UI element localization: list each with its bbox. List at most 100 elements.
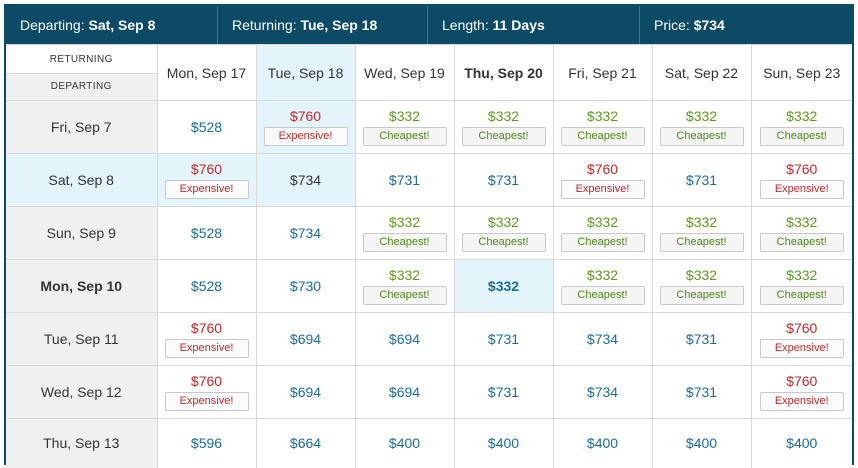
fare-cell[interactable]: $528: [156, 259, 257, 313]
fare-cell[interactable]: $731: [651, 365, 752, 419]
fare-cell[interactable]: $731: [651, 312, 752, 366]
fare-cell[interactable]: $760 Expensive!: [156, 312, 257, 366]
fare-price: $528: [190, 225, 223, 241]
fare-cell[interactable]: $694: [354, 365, 455, 419]
fare-cell[interactable]: $734: [255, 206, 356, 260]
cheapest-badge: Cheapest!: [362, 127, 447, 146]
fare-row: Fri, Sep 7 $528 $760 Expensive! $332 Cheapest…: [6, 100, 852, 154]
fare-cell[interactable]: $400: [651, 418, 752, 468]
fare-cell[interactable]: $332 Cheapest!: [453, 206, 554, 260]
fare-cell[interactable]: $332: [453, 259, 554, 313]
fare-cell[interactable]: $528: [156, 100, 257, 154]
returning-label: Returning:: [232, 17, 297, 33]
fare-price: $400: [388, 435, 421, 452]
fare-price: $664: [289, 435, 322, 452]
fare-cell[interactable]: $332 Cheapest!: [750, 100, 852, 154]
length-summary: Length: 11 Days: [428, 6, 640, 44]
return-date-header[interactable]: Sun, Sep 23: [750, 44, 852, 101]
grid-corner: RETURNING DEPARTING: [6, 44, 158, 101]
depart-date-header[interactable]: Sat, Sep 8: [6, 153, 158, 207]
fare-cell[interactable]: $694: [255, 365, 356, 419]
fare-cell[interactable]: $400: [354, 418, 455, 468]
fare-cell[interactable]: $332 Cheapest!: [453, 100, 554, 154]
cheapest-badge: Cheapest!: [362, 233, 447, 252]
fare-price: $332: [786, 267, 818, 283]
depart-date-header[interactable]: Tue, Sep 11: [6, 312, 158, 366]
fare-cell[interactable]: $332 Cheapest!: [552, 259, 653, 313]
fare-cell[interactable]: $332 Cheapest!: [552, 206, 653, 260]
return-date-header[interactable]: Wed, Sep 19: [354, 44, 455, 101]
expensive-badge: Expensive!: [759, 339, 844, 358]
fare-cell[interactable]: $332 Cheapest!: [552, 100, 653, 154]
fare-cell[interactable]: $760 Expensive!: [750, 153, 852, 207]
fare-cell[interactable]: $734: [255, 153, 356, 207]
cheapest-badge: Cheapest!: [560, 286, 645, 305]
fare-cell[interactable]: $760 Expensive!: [750, 365, 852, 419]
fare-cell[interactable]: $332 Cheapest!: [651, 100, 752, 154]
fare-price: $332: [685, 108, 718, 124]
fare-cell[interactable]: $731: [651, 153, 752, 207]
fare-price: $760: [786, 161, 818, 177]
fare-cell[interactable]: $731: [453, 153, 554, 207]
fare-row: Thu, Sep 13 $596 $664 $400 $400 $400 $400 $400: [6, 418, 852, 468]
fare-cell[interactable]: $528: [156, 206, 257, 260]
cheapest-badge: Cheapest!: [560, 233, 645, 252]
fare-price: $332: [786, 108, 818, 124]
return-date-header[interactable]: Thu, Sep 20: [453, 44, 554, 101]
fare-price: $734: [289, 172, 322, 188]
fare-cell[interactable]: $760 Expensive!: [156, 365, 257, 419]
depart-date-header[interactable]: Sun, Sep 9: [6, 206, 158, 260]
fare-cell[interactable]: $332 Cheapest!: [354, 206, 455, 260]
fare-cell[interactable]: $760 Expensive!: [156, 153, 257, 207]
return-date-header[interactable]: Fri, Sep 21: [552, 44, 653, 101]
fare-price: $400: [685, 435, 718, 452]
depart-date-header[interactable]: Wed, Sep 12: [6, 365, 158, 419]
fare-cell[interactable]: $596: [156, 418, 257, 468]
fare-cell[interactable]: $760 Expensive!: [750, 312, 852, 366]
fare-cell[interactable]: $332 Cheapest!: [354, 259, 455, 313]
returning-axis-label: RETURNING: [6, 45, 157, 74]
expensive-badge: Expensive!: [759, 180, 844, 199]
fare-price: $332: [388, 214, 421, 230]
fare-cell[interactable]: $731: [354, 153, 455, 207]
fare-cell[interactable]: $332 Cheapest!: [651, 259, 752, 313]
returning-summary: Returning: Tue, Sep 18: [218, 6, 428, 44]
fare-price: $760: [289, 108, 322, 124]
fare-cell[interactable]: $400: [750, 418, 852, 468]
return-date-header[interactable]: Tue, Sep 18: [255, 44, 356, 101]
fare-price: $694: [289, 384, 322, 400]
fare-price: $332: [786, 214, 818, 230]
depart-date-header[interactable]: Mon, Sep 10: [6, 259, 158, 313]
fare-cell[interactable]: $332 Cheapest!: [750, 206, 852, 260]
fare-cell[interactable]: $760 Expensive!: [552, 153, 653, 207]
fare-cell[interactable]: $332 Cheapest!: [354, 100, 455, 154]
return-date-header[interactable]: Mon, Sep 17: [156, 44, 257, 101]
fare-price: $528: [190, 278, 223, 294]
cheapest-badge: Cheapest!: [759, 286, 844, 305]
fare-cell[interactable]: $664: [255, 418, 356, 468]
fare-cell[interactable]: $760 Expensive!: [255, 100, 356, 154]
fare-cell[interactable]: $694: [255, 312, 356, 366]
fare-cell[interactable]: $332 Cheapest!: [651, 206, 752, 260]
fare-row: Wed, Sep 12 $760 Expensive! $694 $694 $731 $73…: [6, 365, 852, 419]
fare-cell[interactable]: $400: [453, 418, 554, 468]
fare-cell[interactable]: $734: [552, 312, 653, 366]
cheapest-badge: Cheapest!: [362, 286, 447, 305]
fare-cell[interactable]: $694: [354, 312, 455, 366]
fare-cell[interactable]: $731: [453, 312, 554, 366]
return-date-header[interactable]: Sat, Sep 22: [651, 44, 752, 101]
fare-cell[interactable]: $730: [255, 259, 356, 313]
fare-price: $734: [289, 225, 322, 241]
fare-row: Sat, Sep 8 $760 Expensive! $734 $731 $731 $760…: [6, 153, 852, 207]
depart-date-header[interactable]: Fri, Sep 7: [6, 100, 158, 154]
expensive-badge: Expensive!: [560, 180, 645, 199]
fare-cell[interactable]: $734: [552, 365, 653, 419]
depart-date-header[interactable]: Thu, Sep 13: [6, 418, 158, 468]
fare-cell[interactable]: $400: [552, 418, 653, 468]
expensive-badge: Expensive!: [164, 339, 249, 358]
fare-price: $400: [786, 435, 818, 452]
expensive-badge: Expensive!: [263, 127, 348, 146]
fare-cell[interactable]: $731: [453, 365, 554, 419]
fare-cell[interactable]: $332 Cheapest!: [750, 259, 852, 313]
cheapest-badge: Cheapest!: [759, 233, 844, 252]
